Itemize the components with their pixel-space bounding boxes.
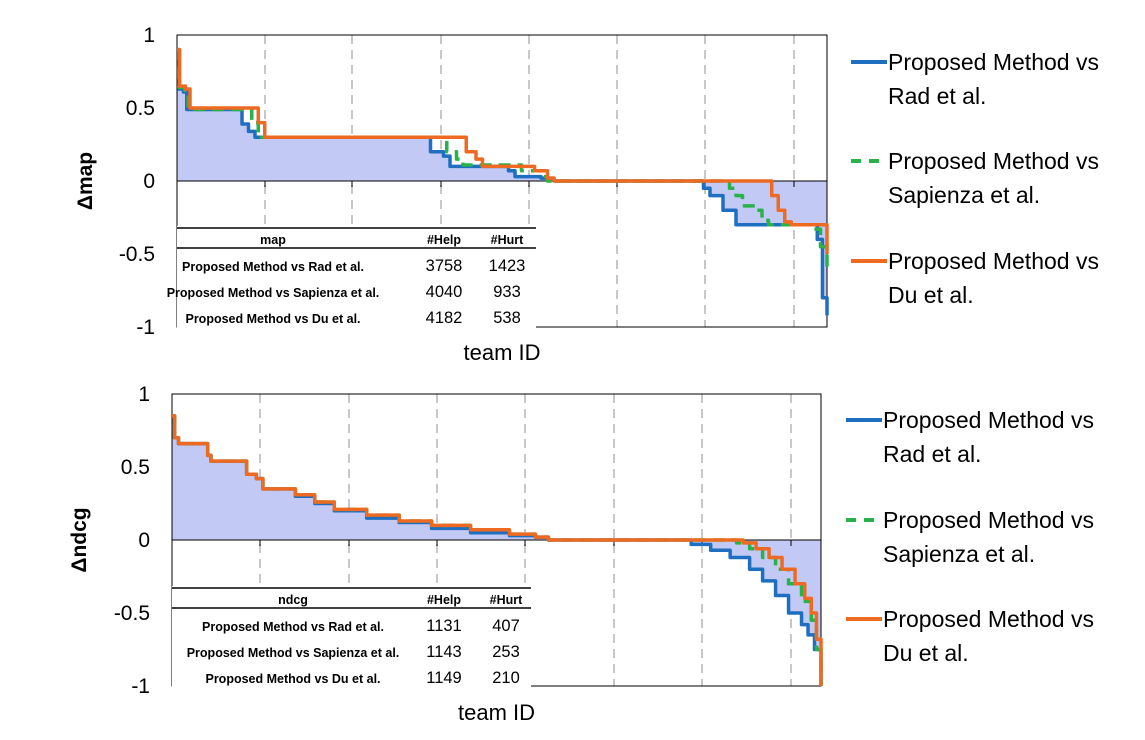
table-value-cell: 4040 [426,283,463,301]
table-row-label: Proposed Method vs Rad et al. [182,260,364,274]
legend-label-line2: Rad et al. [888,83,986,109]
y-axis-label: Δmap [74,152,97,210]
legend-label-line2: Sapienza et al. [888,182,1040,208]
table-value-cell: 210 [492,669,520,687]
y-tick-label: 0.5 [121,456,150,479]
legend-label-line2: Du et al. [888,282,974,308]
y-tick-label: 1 [143,24,155,47]
series-line-du [172,414,823,686]
table-value-cell: 407 [492,617,520,635]
table-row-label: Proposed Method vs Du et al. [205,672,380,686]
table-row-label: Proposed Method vs Sapienza et al. [187,646,400,660]
y-tick-label: 0 [138,529,150,552]
table-value-cell: 1423 [489,257,526,275]
table-value-cell: 3758 [426,257,463,275]
table-value-cell: 1149 [426,669,461,687]
legend: Proposed Method vs Rad et al. Proposed Met… [846,407,1094,666]
y-tick-label: -1 [136,316,155,339]
legend-label-line1: Proposed Method vs [888,148,1099,174]
table-header-cell: #Hurt [490,593,523,607]
table-value-cell: 1143 [426,643,461,661]
table-header-cell: map [260,233,286,247]
table-header-cell: #Help [427,593,461,607]
table-value-cell: 933 [493,283,521,301]
table-background [172,586,531,688]
table-row-label: Proposed Method vs Sapienza et al. [167,286,380,300]
y-axis-label: Δndcg [68,507,91,572]
chart-panel-1: 1 0.5 0 -0.5 -1 Δmap team ID map #Help #Hurt Propo… [74,24,1099,365]
legend-label-line2: Sapienza et al. [883,541,1035,567]
table-row-label: Proposed Method vs Rad et al. [202,620,384,634]
y-tick-label: -0.5 [119,243,155,266]
x-axis-label: team ID [458,700,535,725]
legend-label-line2: Rad et al. [883,441,981,467]
table-header-cell: ndcg [278,593,308,607]
legend-label-line1: Proposed Method vs [883,507,1094,533]
x-axis-label: team ID [463,340,540,365]
y-tick-label: -1 [131,675,150,698]
table-row-label: Proposed Method vs Du et al. [185,312,360,326]
y-tick-label: 0.5 [126,97,155,120]
legend-label-line1: Proposed Method vs [883,606,1094,632]
table-value-cell: 1131 [426,617,461,635]
legend-label-line1: Proposed Method vs [888,49,1099,75]
legend-label-line1: Proposed Method vs [883,407,1094,433]
legend-label-line1: Proposed Method vs [888,248,1099,274]
table-value-cell: 538 [493,309,521,327]
y-tick-label: -0.5 [114,602,150,625]
legend: Proposed Method vs Rad et al. Proposed Met… [851,49,1099,308]
table-header-cell: #Help [427,233,461,247]
y-tick-label: 0 [143,170,155,193]
table-background [177,226,536,328]
table-value-cell: 4182 [426,309,463,327]
series-line-du [177,47,829,254]
table-value-cell: 253 [492,643,520,661]
legend-label-line2: Du et al. [883,640,969,666]
y-tick-label: 1 [138,383,150,406]
chart-panel-2: 1 0.5 0 -0.5 -1 Δndcg team ID ndcg #Help #Hurt Pro… [68,383,1094,725]
table-header-cell: #Hurt [491,233,524,247]
